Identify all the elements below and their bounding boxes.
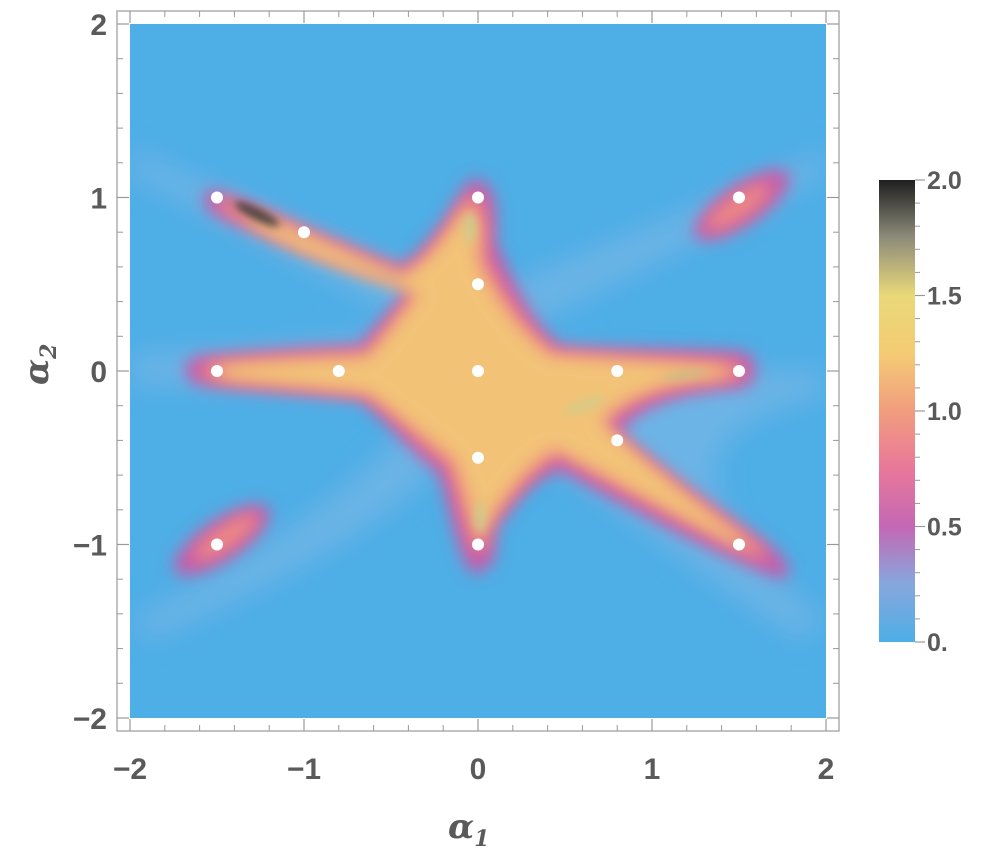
data-point (211, 538, 223, 551)
x-tick-label: −2 (113, 753, 147, 786)
data-point (211, 191, 223, 204)
colorbar-fill (879, 180, 915, 642)
data-point (472, 365, 484, 377)
data-point (472, 451, 484, 464)
y-tick-label: 2 (90, 9, 107, 42)
data-point (332, 365, 345, 377)
y-axis-ticks: −2 −1 0 1 2 (73, 9, 839, 736)
data-points (211, 191, 745, 551)
y-tick-label: −2 (73, 703, 107, 736)
data-point (298, 226, 310, 239)
heatmap-field (130, 150, 826, 640)
y-axis-title: α2 (17, 344, 62, 385)
x-tick-label: −1 (287, 753, 321, 786)
data-point (611, 365, 624, 377)
colorbar-tick-label: 1.0 (927, 398, 962, 426)
x-tick-label: 2 (818, 753, 835, 786)
x-axis-title: α1 (448, 807, 489, 852)
data-point (472, 191, 484, 204)
data-point (733, 365, 745, 377)
data-point (611, 434, 624, 447)
x-tick-label: 1 (644, 753, 661, 786)
data-point (472, 538, 484, 551)
y-tick-label: 0 (90, 356, 107, 389)
data-point (472, 278, 484, 291)
colorbar-ticks: 0. 0.5 1.0 1.5 2.0 (915, 167, 962, 657)
colorbar: 0. 0.5 1.0 1.5 2.0 (879, 167, 962, 657)
y-tick-label: 1 (90, 183, 107, 216)
colorbar-tick-label: 0.5 (927, 514, 962, 542)
y-tick-label: −1 (73, 530, 107, 563)
colorbar-tick-label: 2.0 (927, 167, 962, 195)
colorbar-tick-label: 0. (927, 629, 948, 657)
data-point (211, 365, 223, 377)
x-tick-label: 0 (470, 753, 487, 786)
x-axis-ticks: −2 −1 0 1 2 (113, 11, 834, 786)
data-point (733, 538, 745, 551)
data-point (733, 191, 745, 204)
colorbar-tick-label: 1.5 (927, 283, 962, 311)
